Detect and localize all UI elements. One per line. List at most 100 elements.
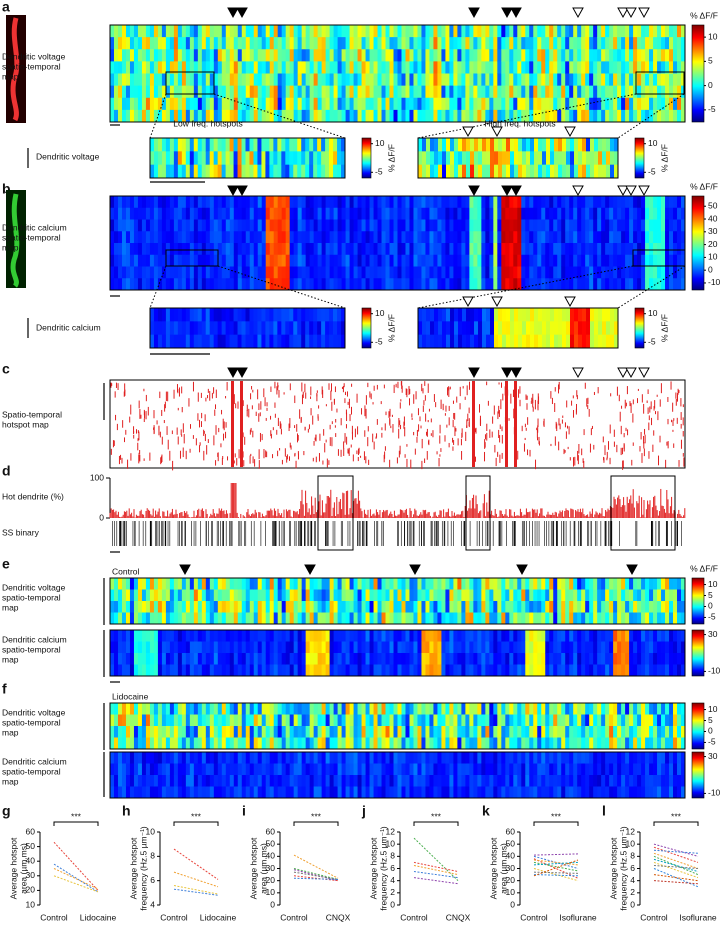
heat-cell: [230, 151, 234, 165]
heat-cell: [246, 86, 250, 99]
heat-cell: [206, 613, 210, 625]
heat-cell: [242, 25, 246, 38]
heat-cell: [597, 61, 601, 74]
heat-cell: [590, 138, 594, 152]
heat-cell: [497, 208, 501, 220]
heat-cell: [577, 220, 581, 232]
heat-cell: [421, 243, 425, 255]
heat-cell: [673, 25, 677, 38]
heat-cell: [581, 110, 585, 123]
heat-cell: [513, 98, 517, 111]
heat-cell: [338, 25, 342, 38]
heat-cell: [250, 37, 254, 50]
heat-cell: [122, 255, 126, 267]
heat-cell: [206, 37, 210, 50]
heat-cell: [206, 98, 210, 111]
heat-cell: [633, 25, 637, 38]
heat-cell: [677, 208, 681, 220]
heat-cell: [190, 196, 194, 208]
heat-cell: [150, 25, 154, 38]
heat-cell: [549, 578, 553, 590]
heat-cell: [266, 601, 270, 613]
heat-cell: [170, 220, 174, 232]
heat-cell: [566, 151, 570, 165]
heat-cell: [509, 61, 513, 74]
heat-cell: [174, 220, 178, 232]
heat-cell: [577, 231, 581, 243]
heat-cell: [186, 255, 190, 267]
heat-cell: [114, 61, 118, 74]
heat-cell: [114, 86, 118, 99]
heat-cell: [617, 86, 621, 99]
heat-cell: [501, 278, 505, 290]
heat-cell: [350, 61, 354, 74]
heat-cell: [497, 49, 501, 62]
heat-cell: [285, 321, 289, 335]
heat-cell: [262, 49, 266, 62]
heat-cell: [262, 86, 266, 99]
heat-cell: [182, 321, 186, 335]
heat-cell: [457, 74, 461, 87]
heat-cell: [613, 25, 617, 38]
heat-cell: [310, 601, 314, 613]
colorbar-tick-label: 20: [708, 239, 718, 249]
heat-cell: [242, 335, 246, 349]
heat-cell: [533, 74, 537, 87]
heat-cell: [154, 335, 158, 349]
heat-cell: [358, 110, 362, 123]
heat-cell: [170, 243, 174, 255]
heat-cell: [557, 267, 561, 279]
heat-cell: [174, 86, 178, 99]
heat-cell: [653, 267, 657, 279]
heat-cell: [382, 255, 386, 267]
heat-cell: [429, 255, 433, 267]
heat-cell: [254, 49, 258, 62]
heat-cell: [653, 49, 657, 62]
heat-cell: [457, 267, 461, 279]
heat-cell: [577, 255, 581, 267]
hotspot-band: [514, 381, 517, 467]
heat-cell: [118, 601, 122, 613]
heat-cell: [265, 308, 269, 322]
heat-cell: [382, 49, 386, 62]
heat-cell: [366, 61, 370, 74]
colorbar-unit: % ΔF/F: [386, 144, 396, 172]
heat-cell: [430, 321, 434, 335]
heat-cell: [625, 74, 629, 87]
heat-cell: [398, 49, 402, 62]
heat-cell: [330, 601, 334, 613]
heat-cell: [118, 196, 122, 208]
heat-cell: [218, 321, 222, 335]
heat-cell: [306, 267, 310, 279]
heat-cell: [250, 208, 254, 220]
heat-cell: [242, 231, 246, 243]
heat-cell: [386, 110, 390, 123]
heat-cell: [270, 231, 274, 243]
heat-cell: [445, 49, 449, 62]
heat-cell: [549, 231, 553, 243]
event-marker: [511, 8, 521, 17]
heat-cell: [421, 231, 425, 243]
heat-cell: [333, 138, 337, 152]
heat-cell: [610, 321, 614, 335]
heat-cell: [405, 267, 409, 279]
heat-cell: [366, 98, 370, 111]
heat-cell: [317, 335, 321, 349]
heat-cell: [246, 243, 250, 255]
heat-cell: [286, 49, 290, 62]
heat-cell: [122, 98, 126, 111]
heat-cell: [297, 335, 301, 349]
heat-cell: [154, 98, 158, 111]
heat-cell: [230, 61, 234, 74]
heat-cell: [270, 613, 274, 625]
heat-cell: [378, 613, 382, 625]
heat-cell: [669, 110, 673, 123]
heat-cell: [242, 74, 246, 87]
heat-cell: [601, 578, 605, 590]
heat-cell: [578, 138, 582, 152]
heat-cell: [309, 335, 313, 349]
heat-cell: [310, 267, 314, 279]
heat-cell: [509, 278, 513, 290]
heat-cell: [581, 74, 585, 87]
heat-cell: [509, 243, 513, 255]
